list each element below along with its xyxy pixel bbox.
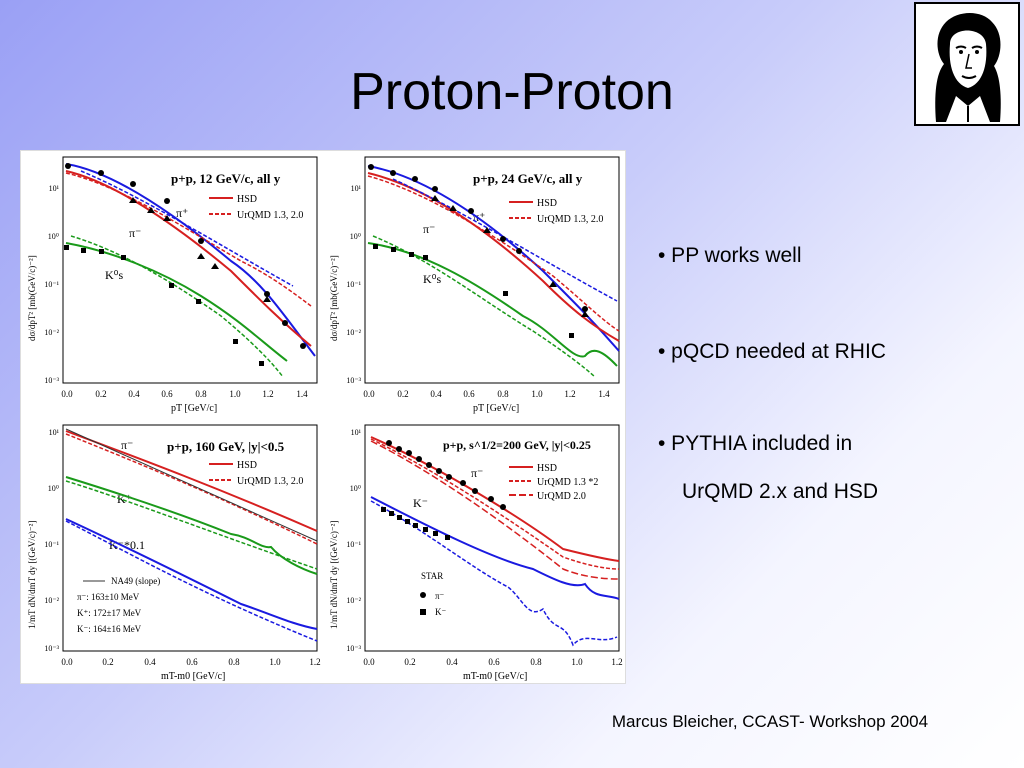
panel-title: p+p, 12 GeV/c, all y [171, 171, 281, 186]
slope-k-plus: K⁺: 172±17 MeV [77, 608, 142, 618]
star-legend-pi: π⁻ [435, 591, 445, 601]
svg-text:10⁻³: 10⁻³ [346, 376, 361, 385]
x-axis-label: pT [GeV/c] [473, 403, 519, 414]
panel-pp-24gev: p+p, 24 GeV/c, all y HSD UrQMD 1.3, 2.0 … [329, 156, 620, 414]
svg-text:1.2: 1.2 [309, 657, 320, 667]
star-legend-title: STAR [421, 571, 443, 581]
svg-text:1.0: 1.0 [531, 389, 543, 399]
svg-text:1.0: 1.0 [269, 657, 281, 667]
y-axis-label: 1/mT dN/dmT dy [(GeV/c)⁻²] [329, 521, 339, 629]
svg-text:0.4: 0.4 [128, 389, 140, 399]
x-axis-label: mT-m0 [GeV/c] [463, 671, 527, 682]
bullet-pp-works: • PP works well [658, 244, 802, 267]
svg-text:10⁻²: 10⁻² [346, 596, 361, 605]
x-axis-label: mT-m0 [GeV/c] [161, 671, 225, 682]
label-pi-minus: π⁻ [423, 222, 435, 236]
svg-text:0.0: 0.0 [61, 657, 73, 667]
svg-text:1.2: 1.2 [611, 657, 622, 667]
panel-title: p+p, 160 GeV, |y|<0.5 [167, 439, 285, 454]
goethe-portrait-icon [914, 2, 1020, 126]
svg-text:10⁰: 10⁰ [350, 232, 361, 241]
svg-text:0.0: 0.0 [61, 389, 73, 399]
legend-hsd: HSD [237, 194, 257, 205]
y-axis-label: dσ/dpT² [mb(GeV/c)⁻²] [329, 255, 339, 341]
svg-text:1.0: 1.0 [571, 657, 583, 667]
svg-text:10⁻³: 10⁻³ [346, 644, 361, 653]
label-pi-minus: π⁻ [471, 466, 483, 480]
svg-text:10⁻³: 10⁻³ [44, 376, 59, 385]
legend-hsd: HSD [537, 198, 557, 209]
svg-text:0.2: 0.2 [404, 657, 415, 667]
label-k-minus: K⁻ [413, 496, 428, 510]
label-pi-plus: π⁺ [176, 206, 188, 220]
svg-text:0.0: 0.0 [363, 657, 375, 667]
legend-na49: NA49 (slope) [111, 576, 160, 586]
panel-pp-200gev: p+p, s^1/2=200 GeV, |y|<0.25 HSD UrQMD 1… [329, 424, 623, 682]
svg-text:0.8: 0.8 [195, 389, 207, 399]
svg-text:0.8: 0.8 [228, 657, 240, 667]
svg-text:0.8: 0.8 [497, 389, 509, 399]
svg-text:10⁰: 10⁰ [48, 484, 59, 493]
panel-title: p+p, s^1/2=200 GeV, |y|<0.25 [443, 438, 591, 452]
svg-text:10⁻¹: 10⁻¹ [346, 280, 361, 289]
svg-text:0.2: 0.2 [102, 657, 113, 667]
svg-text:1.2: 1.2 [262, 389, 273, 399]
svg-text:0.6: 0.6 [463, 389, 475, 399]
svg-text:10⁻¹: 10⁻¹ [44, 540, 59, 549]
svg-text:10⁻²: 10⁻² [44, 596, 59, 605]
x-axis-label: pT [GeV/c] [171, 403, 217, 414]
svg-text:0.0: 0.0 [363, 389, 375, 399]
svg-text:10⁻³: 10⁻³ [44, 644, 59, 653]
star-legend-k: K⁻ [435, 607, 446, 617]
svg-text:10⁻²: 10⁻² [44, 328, 59, 337]
bullet-pqcd: • pQCD needed at RHIC [658, 340, 886, 363]
label-k0s: K⁰s [423, 272, 441, 286]
label-pi-minus: π⁻ [129, 226, 141, 240]
svg-text:0.6: 0.6 [186, 657, 198, 667]
label-pi-minus: π⁻ [121, 438, 133, 452]
panel-pp-160gev: p+p, 160 GeV, |y|<0.5 HSD UrQMD 1.3, 2.0… [27, 424, 321, 682]
svg-text:1.4: 1.4 [296, 389, 308, 399]
label-k0s: K⁰s [105, 268, 123, 282]
svg-text:0.2: 0.2 [397, 389, 408, 399]
bullet-pythia-cont: UrQMD 2.x and HSD [682, 480, 879, 503]
svg-text:1.4: 1.4 [598, 389, 610, 399]
svg-text:10⁰: 10⁰ [48, 232, 59, 241]
svg-text:0.8: 0.8 [530, 657, 542, 667]
legend-hsd: HSD [537, 463, 557, 474]
label-k-minus-scaled: K⁻*0.1 [109, 538, 145, 552]
slope-pi: π⁻: 163±10 MeV [77, 592, 140, 602]
svg-text:0.4: 0.4 [144, 657, 156, 667]
svg-text:1.2: 1.2 [564, 389, 575, 399]
svg-text:1.0: 1.0 [229, 389, 241, 399]
svg-text:0.2: 0.2 [95, 389, 106, 399]
svg-text:10⁰: 10⁰ [350, 484, 361, 493]
svg-text:10¹: 10¹ [49, 184, 60, 193]
y-axis-label: dσ/dpT² [mb(GeV/c)⁻²] [27, 255, 37, 341]
slope-k-minus: K⁻: 164±16 MeV [77, 624, 142, 634]
svg-text:0.6: 0.6 [161, 389, 173, 399]
svg-text:10⁻²: 10⁻² [346, 328, 361, 337]
svg-text:0.4: 0.4 [430, 389, 442, 399]
legend-urqmd20: UrQMD 2.0 [537, 491, 586, 502]
legend-urqmd13: UrQMD 1.3 *2 [537, 477, 598, 488]
svg-text:0.4: 0.4 [446, 657, 458, 667]
footer-credit: Marcus Bleicher, CCAST- Workshop 2004 [611, 712, 929, 731]
svg-text:10¹: 10¹ [351, 428, 362, 437]
svg-text:10⁻¹: 10⁻¹ [44, 280, 59, 289]
svg-text:10¹: 10¹ [351, 184, 362, 193]
panel-pp-12gev: p+p, 12 GeV/c, all y HSD UrQMD 1.3, 2.0 … [27, 156, 318, 414]
slide-title: Proton-Proton [350, 63, 674, 121]
svg-text:10⁻¹: 10⁻¹ [346, 540, 361, 549]
svg-text:0.6: 0.6 [488, 657, 500, 667]
svg-text:10¹: 10¹ [49, 428, 60, 437]
legend-urqmd: UrQMD 1.3, 2.0 [237, 476, 303, 487]
legend-urqmd: UrQMD 1.3, 2.0 [537, 214, 603, 225]
y-axis-label: 1/mT dN/dmT dy [(GeV/c)⁻²] [27, 521, 37, 629]
results-figure: p+p, 12 GeV/c, all y HSD UrQMD 1.3, 2.0 … [20, 150, 626, 684]
bullet-pythia: • PYTHIA included in [658, 432, 853, 455]
legend-hsd: HSD [237, 460, 257, 471]
legend-urqmd: UrQMD 1.3, 2.0 [237, 210, 303, 221]
panel-title: p+p, 24 GeV/c, all y [473, 171, 583, 186]
